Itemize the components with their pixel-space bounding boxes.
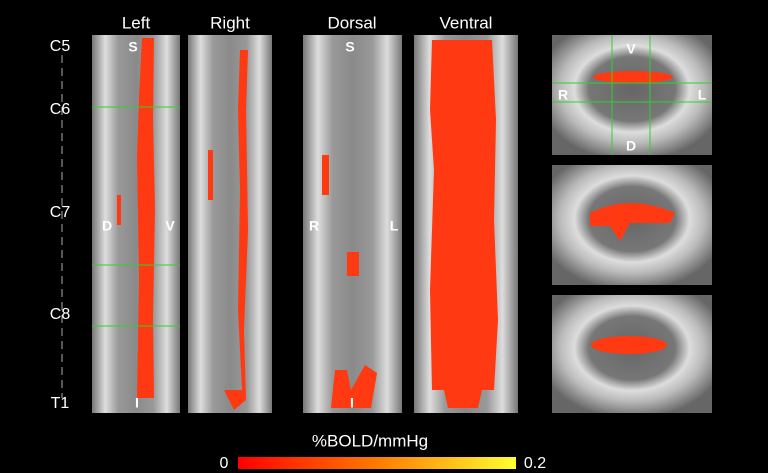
activation-blob: [593, 71, 673, 83]
orientation-label: I: [350, 395, 354, 411]
axial-images: [552, 35, 712, 413]
level-label: C5: [50, 38, 71, 55]
colorbar-max: 0.2: [524, 455, 546, 472]
axial-slice: [552, 165, 712, 285]
level-label: T1: [51, 395, 70, 412]
orientation-label: R: [309, 218, 319, 234]
orientation-label: L: [698, 87, 707, 103]
level-label: C6: [50, 101, 71, 118]
orientation-label: I: [135, 395, 139, 411]
panel-title: Dorsal: [327, 13, 376, 32]
activation-blob: [322, 155, 329, 195]
colorbar-min: 0: [220, 455, 229, 472]
panel-title: Left: [122, 13, 151, 32]
activation-blob: [331, 365, 377, 408]
activation-blob: [224, 50, 248, 410]
orientation-label: S: [128, 39, 137, 55]
activation-blob: [430, 40, 498, 408]
level-label: C8: [50, 306, 71, 323]
activation-blob: [347, 252, 359, 276]
orientation-label: V: [165, 218, 175, 234]
activation-blob: [117, 195, 121, 225]
axial-slice: [552, 295, 712, 413]
slice-left: [92, 35, 180, 413]
orientation-label: S: [345, 39, 354, 55]
slice-right: [188, 35, 272, 413]
slice-dorsal: [303, 35, 402, 413]
panel-title: Ventral: [440, 13, 493, 32]
activation-blob: [208, 150, 213, 200]
colorbar-label: %BOLD/mmHg: [312, 431, 428, 450]
colorbar: [238, 457, 516, 469]
orientation-label: D: [626, 138, 636, 154]
orientation-label: D: [102, 218, 112, 234]
level-label: C7: [50, 204, 71, 221]
activation-blob: [591, 336, 667, 354]
activation: [117, 38, 498, 410]
activation-blob: [590, 203, 675, 241]
level-lines: [61, 55, 180, 398]
activation-blob: [137, 38, 155, 398]
orientation-label: L: [390, 218, 399, 234]
panel-title: Right: [210, 13, 250, 32]
orientation-label: V: [626, 41, 636, 57]
axial-slice: [552, 35, 712, 155]
orientation-label: R: [558, 87, 568, 103]
